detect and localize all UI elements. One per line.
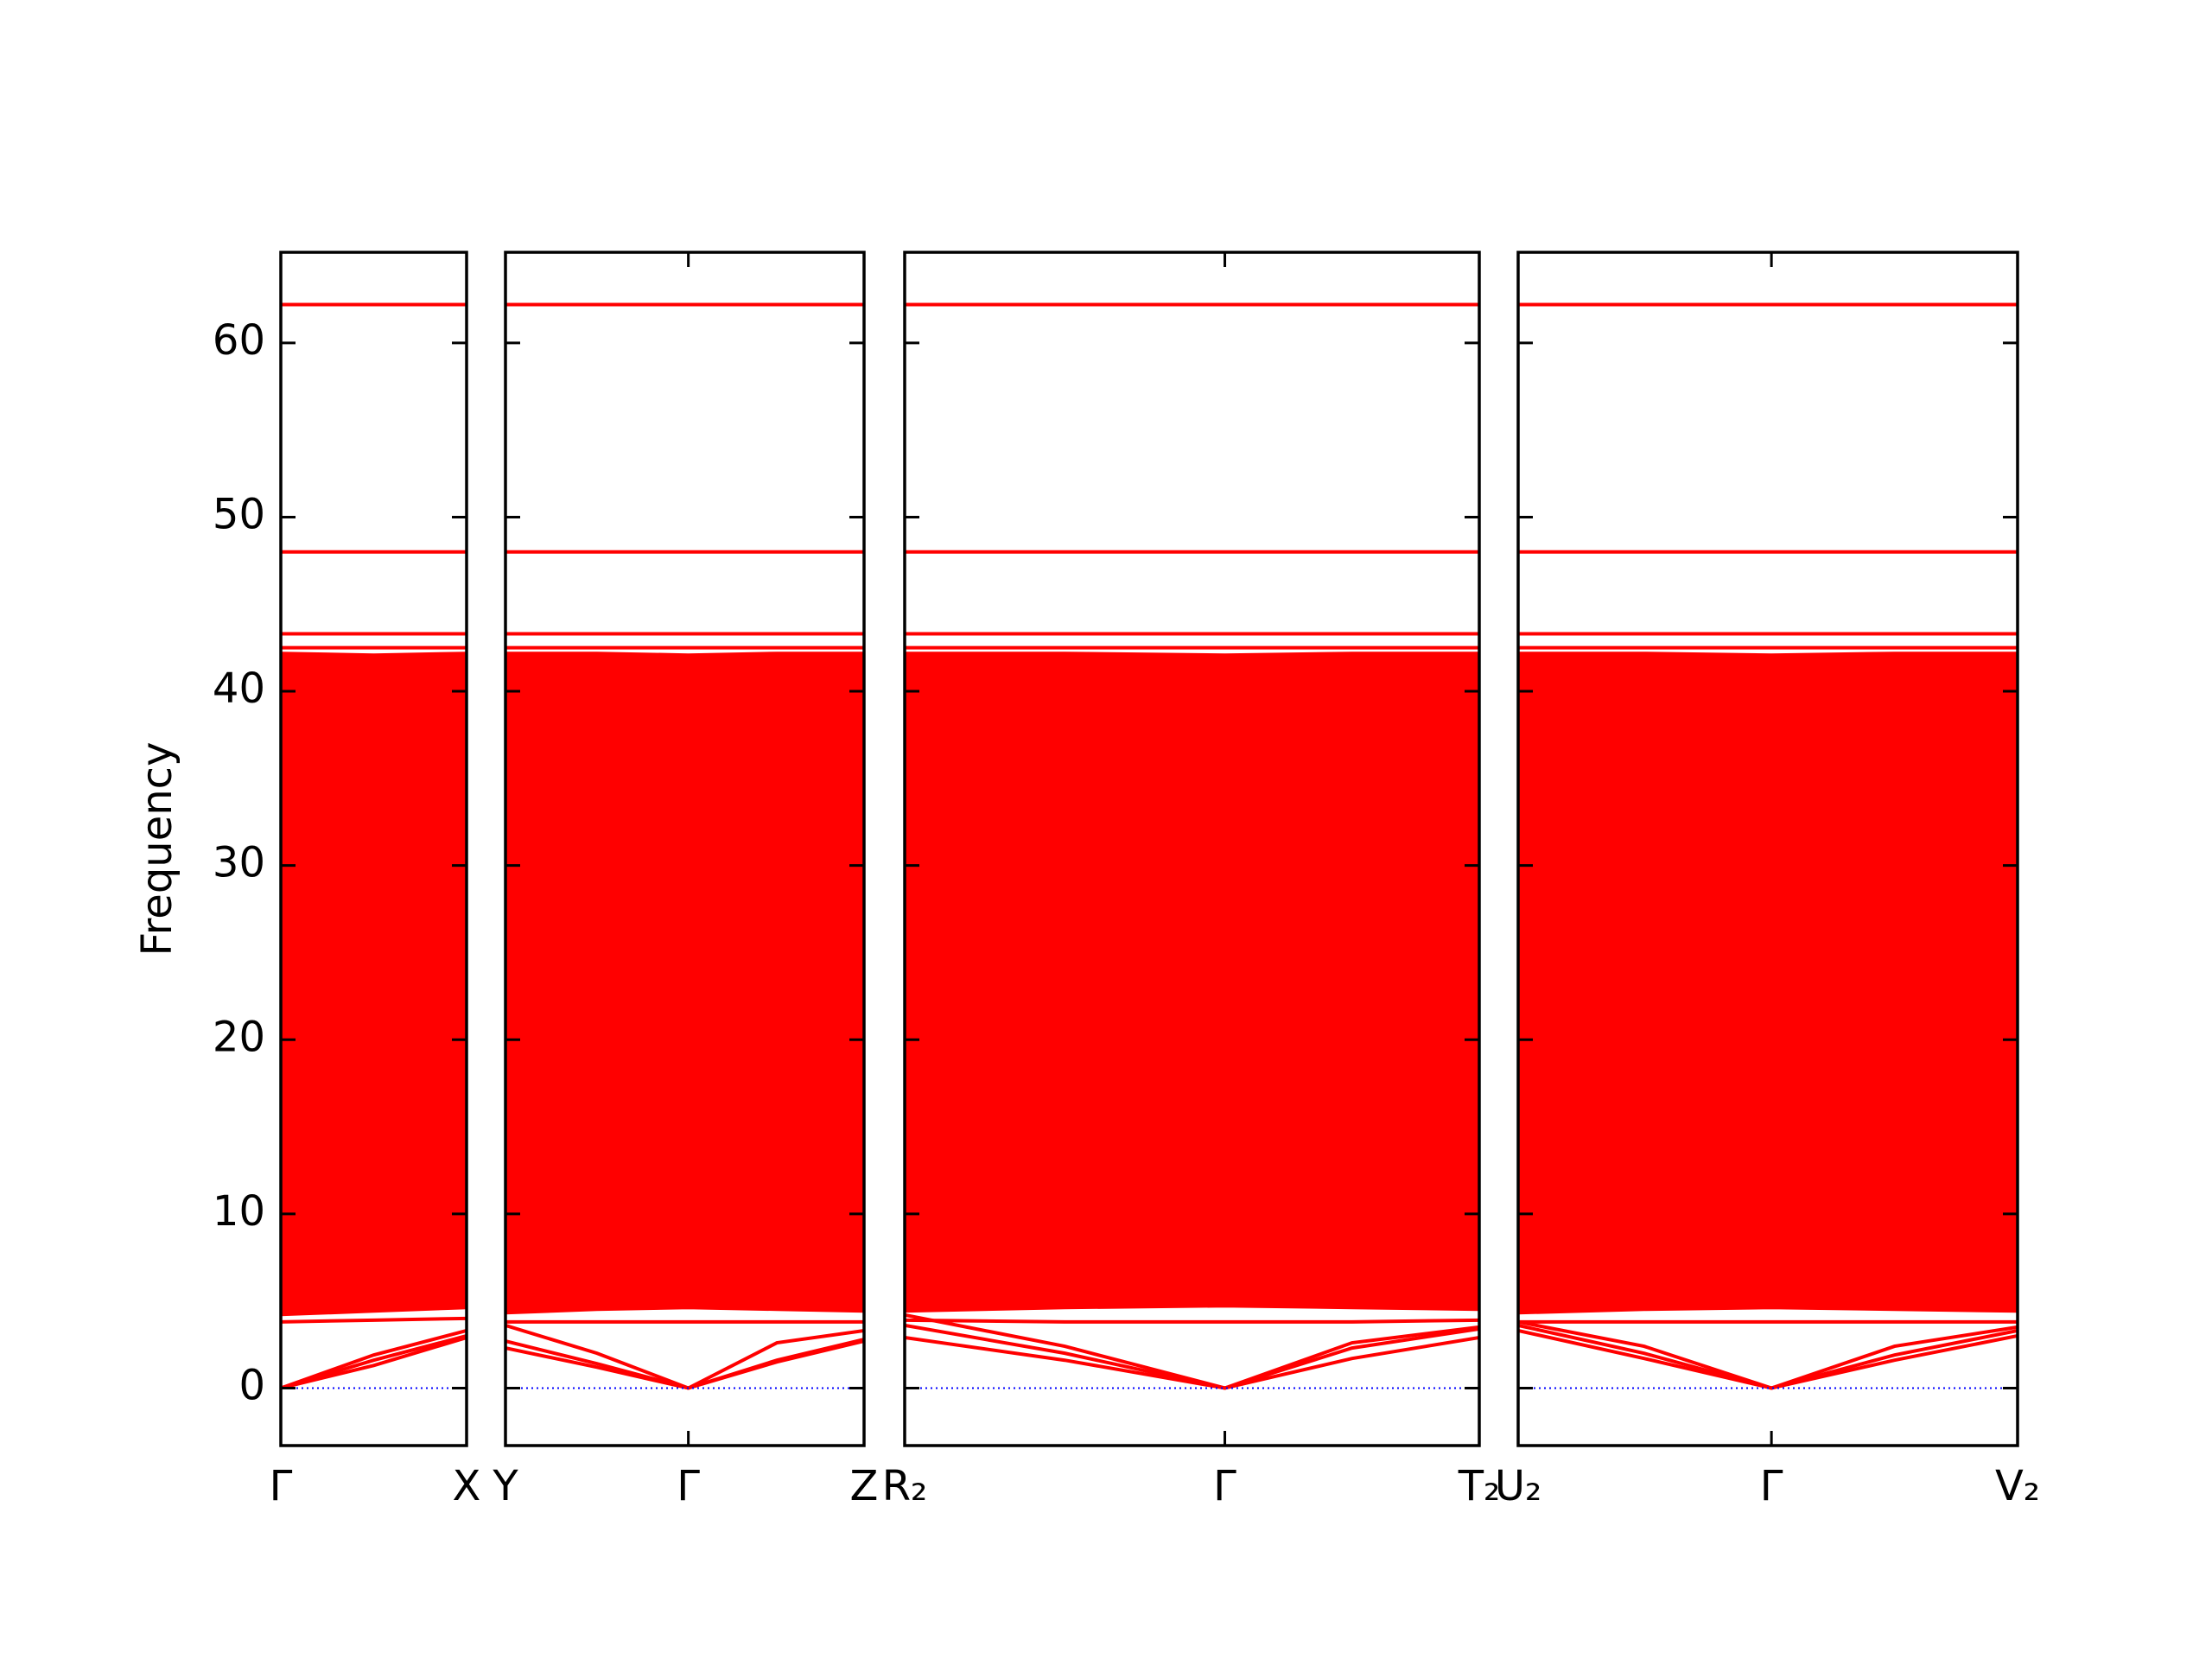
panel-frame xyxy=(279,251,468,1447)
x-tick-label: T₂ xyxy=(1458,1462,1501,1510)
x-tick-label: Γ xyxy=(677,1462,700,1510)
band-line xyxy=(505,1338,864,1390)
y-tick-label: 30 xyxy=(213,839,265,887)
band-line xyxy=(905,1318,1479,1324)
y-tick-label: 40 xyxy=(213,664,265,713)
x-tick-label: Y xyxy=(492,1462,518,1510)
band-line xyxy=(1518,1319,2018,1390)
y-axis-label: Frequency xyxy=(133,742,181,957)
y-tick-label: 10 xyxy=(213,1187,265,1236)
plot-area xyxy=(505,302,864,1390)
x-tick-label: R₂ xyxy=(882,1462,928,1510)
x-tick-label: U₂ xyxy=(1495,1462,1541,1510)
y-tick-label: 60 xyxy=(213,316,265,365)
plot-area xyxy=(281,302,467,1390)
band-area xyxy=(281,652,467,1317)
band-area xyxy=(905,652,1479,1313)
plot-area xyxy=(1518,302,2018,1390)
panel-frame xyxy=(903,251,1481,1447)
band-line xyxy=(281,1336,467,1390)
band-line xyxy=(505,1323,864,1390)
y-tick-label: 50 xyxy=(213,490,265,538)
panel-frame xyxy=(1516,251,2019,1447)
y-tick-label: 0 xyxy=(238,1361,265,1409)
x-tick-label: V₂ xyxy=(1995,1462,2040,1510)
x-tick-label: Z xyxy=(850,1462,879,1510)
band-area xyxy=(1518,652,2018,1315)
band-line xyxy=(281,1316,467,1324)
x-tick-label: Γ xyxy=(1760,1462,1783,1510)
band-line xyxy=(281,1329,467,1390)
x-tick-label: X xyxy=(453,1462,481,1510)
x-tick-label: Γ xyxy=(270,1462,293,1510)
plot-area xyxy=(905,302,1479,1390)
band-line xyxy=(905,1313,1479,1390)
band-line xyxy=(505,1339,864,1390)
x-tick-label: Γ xyxy=(1213,1462,1236,1510)
band-area xyxy=(505,652,864,1315)
y-tick-label: 20 xyxy=(213,1013,265,1061)
panel-frame xyxy=(504,251,866,1447)
